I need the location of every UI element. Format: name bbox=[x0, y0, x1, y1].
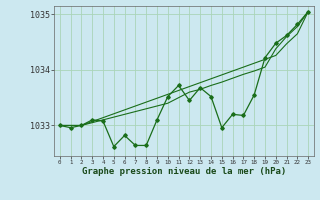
X-axis label: Graphe pression niveau de la mer (hPa): Graphe pression niveau de la mer (hPa) bbox=[82, 167, 286, 176]
